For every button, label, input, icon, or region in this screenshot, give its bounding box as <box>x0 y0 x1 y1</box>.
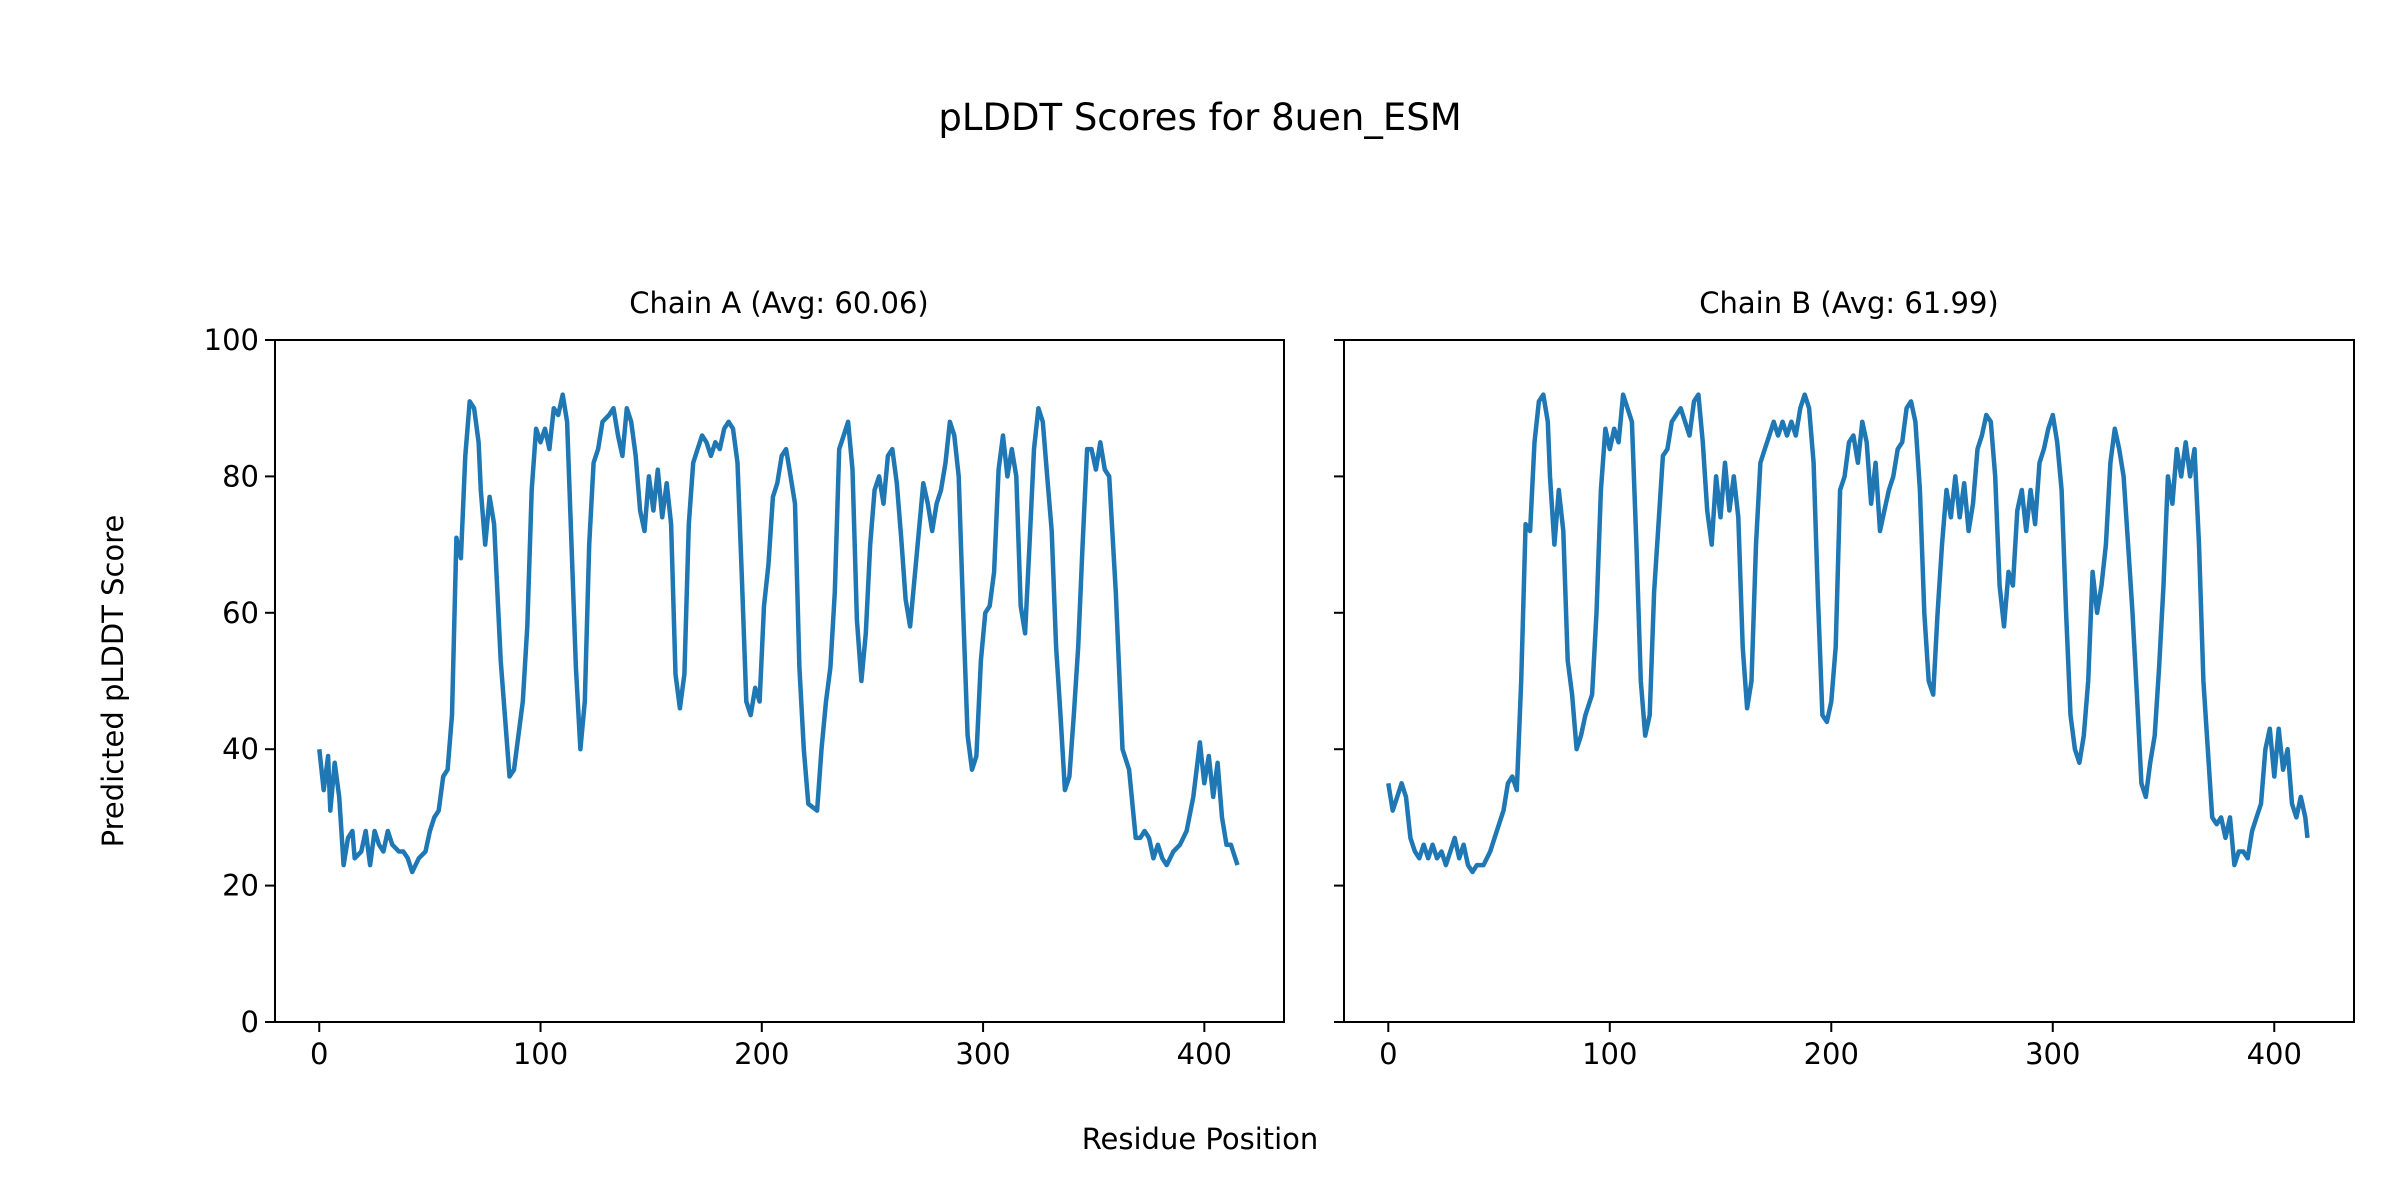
y-axis-label: Predicted pLDDT Score <box>96 515 130 848</box>
chart-title: pLDDT Scores for 8uen_ESM <box>938 96 1461 139</box>
x-tick-label: 100 <box>513 1037 568 1071</box>
x-tick-label: 0 <box>310 1037 328 1071</box>
x-tick-label: 400 <box>2247 1037 2302 1071</box>
y-tick-label: 60 <box>222 596 259 630</box>
x-axis-label: Residue Position <box>1082 1122 1319 1156</box>
x-tick-label: 200 <box>1804 1037 1859 1071</box>
chain-b-panel: Chain B (Avg: 61.99) 0 100 200 300 400 <box>1334 286 2355 1071</box>
axes-frame <box>1343 339 2355 1023</box>
y-tick-label: 100 <box>204 323 259 357</box>
x-tick-label: 300 <box>955 1037 1010 1071</box>
x-tick-label: 200 <box>734 1037 789 1071</box>
series-line-chain-a <box>317 392 1240 875</box>
y-tick-label: 20 <box>222 869 259 903</box>
series-line-chain-b <box>1386 392 2310 875</box>
x-tick-label: 300 <box>2025 1037 2080 1071</box>
x-tick-label: 400 <box>1177 1037 1232 1071</box>
y-tick-label: 80 <box>222 459 259 493</box>
y-tick-label: 0 <box>241 1005 259 1039</box>
axes-frame <box>274 339 1285 1023</box>
chain-a-title: Chain A (Avg: 60.06) <box>629 286 928 320</box>
y-tick-label: 40 <box>222 732 259 766</box>
x-tick-label: 0 <box>1379 1037 1397 1071</box>
chain-b-title: Chain B (Avg: 61.99) <box>1699 286 1999 320</box>
chain-a-panel: Chain A (Avg: 60.06) 0 100 200 300 400 0 20 40 6… <box>204 286 1285 1071</box>
x-tick-label: 100 <box>1582 1037 1637 1071</box>
